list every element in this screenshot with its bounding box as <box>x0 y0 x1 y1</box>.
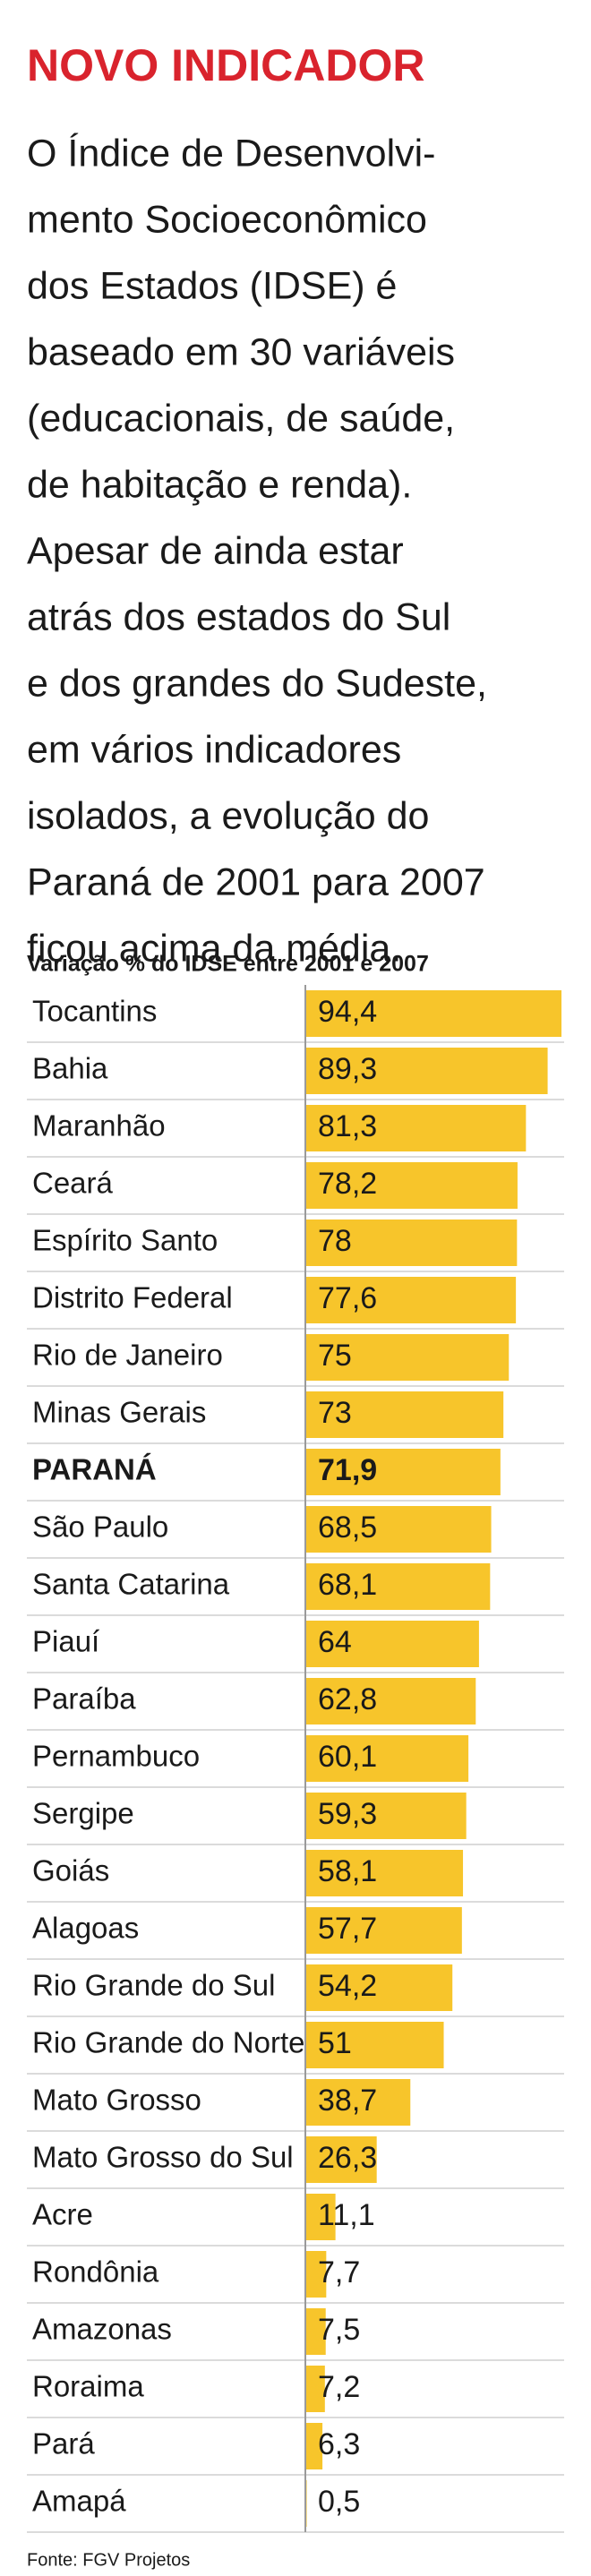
bar <box>305 1907 462 1954</box>
bar <box>305 2194 336 2240</box>
category-label: Tocantins <box>32 995 157 1028</box>
value-label: 78 <box>318 1224 352 1258</box>
paragraph-line: Paraná de 2001 para 2007 <box>27 860 485 903</box>
bar <box>305 1506 492 1553</box>
value-label: 57,7 <box>318 1912 377 1946</box>
category-label: Alagoas <box>32 1912 139 1945</box>
value-label: 7,5 <box>318 2313 360 2347</box>
value-label: 64 <box>318 1625 352 1659</box>
bar <box>305 1220 518 1266</box>
bar <box>305 1563 491 1610</box>
category-label: Piauí <box>32 1625 99 1658</box>
category-label: Minas Gerais <box>32 1396 206 1429</box>
category-label: Maranhão <box>32 1109 166 1143</box>
paragraph-line: ficou acima da média. <box>27 927 401 970</box>
bar <box>305 1334 510 1381</box>
category-label: Espírito Santo <box>32 1224 218 1257</box>
bar <box>305 1391 504 1438</box>
source: Fonte: FGV Projetos <box>27 2550 190 2570</box>
paragraph-line: de habitação e renda). <box>27 463 412 506</box>
bar <box>305 1277 517 1323</box>
value-label: 94,4 <box>318 995 377 1029</box>
value-label: 60,1 <box>318 1740 377 1774</box>
bar <box>305 1678 476 1724</box>
bar <box>305 1162 518 1209</box>
value-label: 0,5 <box>318 2485 360 2519</box>
value-label: 58,1 <box>318 1854 377 1888</box>
category-label: Mato Grosso <box>32 2084 201 2117</box>
category-label: Acre <box>32 2198 93 2231</box>
bar <box>305 2251 327 2298</box>
bar <box>305 1048 548 1094</box>
category-label: Distrito Federal <box>32 1281 233 1314</box>
paragraph-line: (educacionais, de saúde, <box>27 397 455 440</box>
category-label: Rio Grande do Norte <box>32 2026 305 2059</box>
title: NOVO INDICADOR <box>27 40 424 90</box>
paragraph-line: O Índice de Desenvolvi- <box>27 132 436 175</box>
paragraph-line: baseado em 30 variáveis <box>27 330 455 373</box>
bar <box>305 2022 444 2068</box>
value-label: 7,2 <box>318 2370 360 2404</box>
paragraph-line: dos Estados (IDSE) é <box>27 264 397 307</box>
value-label: 73 <box>318 1396 352 1430</box>
category-label: Santa Catarina <box>32 1568 230 1601</box>
value-label: 71,9 <box>318 1453 377 1487</box>
category-label: Rio Grande do Sul <box>32 1969 276 2002</box>
bar <box>305 2423 323 2469</box>
paragraph-line: em vários indicadores <box>27 728 401 771</box>
category-label: Sergipe <box>32 1797 134 1830</box>
value-label: 6,3 <box>318 2427 360 2461</box>
value-label: 62,8 <box>318 1682 377 1716</box>
category-label: Roraima <box>32 2370 144 2403</box>
category-label: Rondônia <box>32 2255 159 2289</box>
bar <box>305 1735 469 1782</box>
category-label: Goiás <box>32 1854 109 1887</box>
value-label: 75 <box>318 1339 352 1373</box>
category-label: Rio de Janeiro <box>32 1339 223 1372</box>
bar <box>305 2136 377 2183</box>
value-label: 26,3 <box>318 2141 377 2175</box>
value-label: 38,7 <box>318 2084 377 2118</box>
category-label: Mato Grosso do Sul <box>32 2141 294 2174</box>
bar <box>305 1449 501 1495</box>
value-label: 68,1 <box>318 1568 377 1602</box>
bar <box>305 2366 325 2412</box>
category-label: Pará <box>32 2427 95 2460</box>
value-label: 81,3 <box>318 1109 377 1143</box>
value-label: 68,5 <box>318 1511 377 1545</box>
value-label: 11,1 <box>318 2198 375 2232</box>
bar <box>305 1850 464 1896</box>
paragraph-line: mento Socioeconômico <box>27 198 427 241</box>
value-label: 78,2 <box>318 1167 377 1201</box>
value-label: 59,3 <box>318 1797 377 1831</box>
value-label: 51 <box>318 2026 352 2060</box>
value-label: 89,3 <box>318 1052 377 1086</box>
bar <box>305 2308 326 2355</box>
bar <box>305 1105 527 1151</box>
category-label: Paraíba <box>32 1682 136 1716</box>
category-label: Bahia <box>32 1052 108 1085</box>
category-label: PARANÁ <box>32 1453 157 1486</box>
value-label: 7,7 <box>318 2255 360 2289</box>
paragraph-line: Apesar de ainda estar <box>27 529 404 572</box>
bar <box>305 1964 453 2011</box>
bar <box>305 990 562 1037</box>
paragraph-line: atrás dos estados do Sul <box>27 595 450 638</box>
value-label: 77,6 <box>318 1281 377 1315</box>
paragraph-line: e dos grandes do Sudeste, <box>27 662 487 705</box>
bar <box>305 1621 479 1667</box>
category-label: Amazonas <box>32 2313 172 2346</box>
category-label: Ceará <box>32 1167 114 1200</box>
category-label: Amapá <box>32 2485 126 2518</box>
bar <box>305 1793 467 1839</box>
value-label: 54,2 <box>318 1969 377 2003</box>
category-label: São Paulo <box>32 1511 168 1544</box>
chart-subtitle: Variação % do IDSE entre 2001 e 2007 <box>27 952 429 977</box>
category-label: Pernambuco <box>32 1740 200 1773</box>
bar <box>305 2079 411 2126</box>
paragraph-line: isolados, a evolução do <box>27 794 429 837</box>
